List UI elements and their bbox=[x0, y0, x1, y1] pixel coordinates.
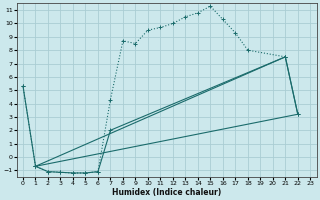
X-axis label: Humidex (Indice chaleur): Humidex (Indice chaleur) bbox=[112, 188, 221, 197]
